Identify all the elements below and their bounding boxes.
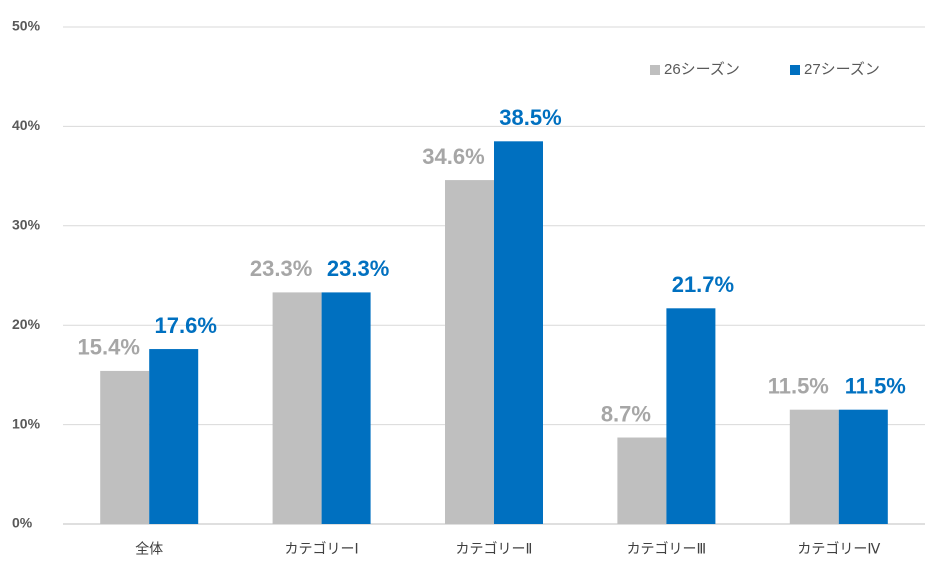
legend-swatch <box>790 65 800 75</box>
value-label: 21.7% <box>672 272 734 297</box>
legend-label: 26シーズン <box>664 61 740 78</box>
y-tick-label: 40% <box>12 117 41 133</box>
legend-swatch <box>650 65 660 75</box>
bar <box>666 308 716 524</box>
bar <box>617 437 667 524</box>
y-tick-label: 30% <box>12 217 41 233</box>
bar <box>838 409 888 524</box>
value-label: 38.5% <box>499 105 561 130</box>
bar <box>149 349 199 524</box>
bar <box>789 409 839 524</box>
x-tick-label: カテゴリーⅢ <box>627 541 707 557</box>
value-label: 11.5% <box>845 374 906 399</box>
bar <box>494 141 543 524</box>
value-label: 23.3% <box>250 256 312 281</box>
legend-label: 27シーズン <box>804 61 880 78</box>
value-label: 34.6% <box>422 144 484 169</box>
value-label: 17.6% <box>155 313 217 338</box>
y-tick-label: 0% <box>12 515 33 531</box>
y-tick-label: 50% <box>12 18 41 34</box>
x-tick-label: カテゴリーⅠ <box>285 541 359 557</box>
value-label: 23.3% <box>327 256 389 281</box>
value-label: 8.7% <box>601 401 651 426</box>
y-tick-label: 10% <box>12 415 41 431</box>
x-tick-label: カテゴリーⅣ <box>797 541 880 557</box>
value-label: 11.5% <box>768 374 829 399</box>
value-label: 15.4% <box>78 335 140 360</box>
bar <box>272 292 322 524</box>
x-tick-label: 全体 <box>135 541 163 557</box>
bar <box>100 370 150 524</box>
bar <box>445 180 494 525</box>
x-tick-label: カテゴリーⅡ <box>456 541 533 557</box>
bar <box>321 292 371 524</box>
y-tick-label: 20% <box>12 316 41 332</box>
